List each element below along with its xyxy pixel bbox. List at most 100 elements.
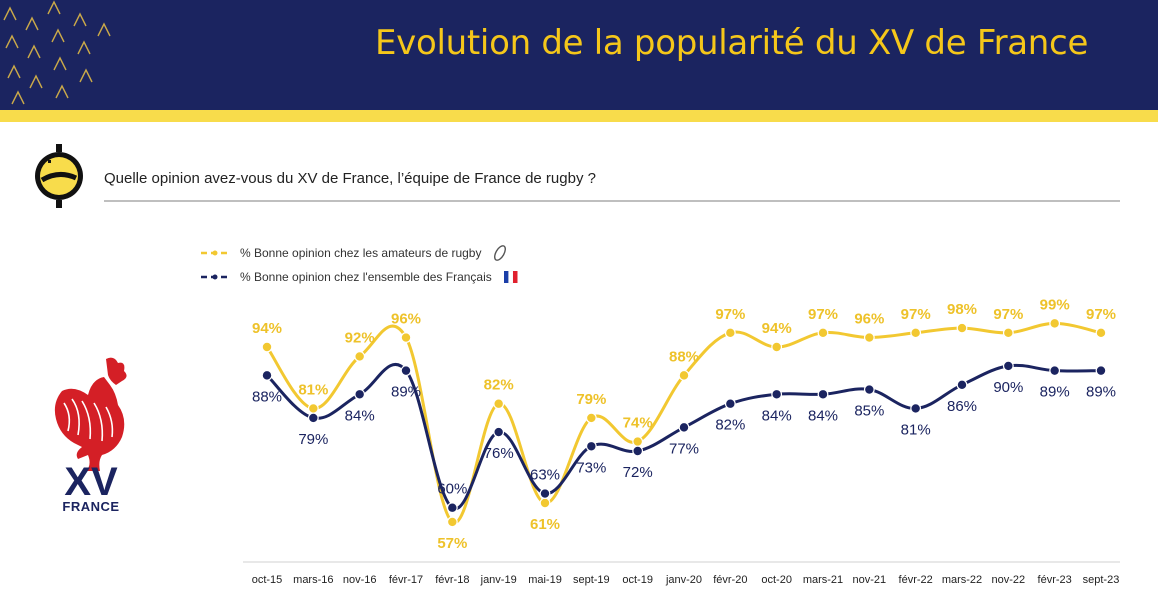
data-label-amateurs: 97% (901, 306, 931, 323)
data-label-francais: 88% (252, 388, 282, 405)
x-tick-label: sept-19 (573, 574, 610, 586)
data-point-francais (307, 412, 319, 424)
data-label-amateurs: 74% (623, 415, 653, 432)
legend-swatch-amateurs (201, 250, 229, 256)
question-divider (104, 200, 1120, 202)
data-label-amateurs: 94% (252, 320, 282, 337)
data-label-amateurs: 96% (854, 311, 884, 328)
data-label-amateurs: 61% (530, 516, 560, 533)
data-label-francais: 89% (1086, 384, 1116, 401)
data-point-francais (817, 388, 829, 400)
rooster-icon: XV FRANCE (54, 357, 127, 514)
data-point-francais (539, 488, 551, 499)
data-label-francais: 73% (576, 459, 606, 476)
data-point-amateurs (1002, 327, 1014, 339)
x-tick-label: sept-23 (1083, 574, 1120, 586)
data-point-francais (1002, 360, 1014, 372)
data-point-francais (771, 388, 783, 400)
header-accent-strip (0, 110, 1158, 122)
chart-legend: % Bonne opinion chez les amateurs de rug… (200, 243, 620, 287)
data-label-amateurs: 96% (391, 311, 421, 328)
legend-swatch-francais (201, 274, 229, 280)
data-label-amateurs: 98% (947, 301, 977, 318)
data-label-francais: 81% (901, 421, 931, 438)
x-tick-label: févr-17 (389, 574, 423, 586)
legend-label-francais: % Bonne opinion chez l'ensemble des Fran… (240, 270, 492, 284)
xv-de-france-logo: XV FRANCE (44, 355, 144, 520)
data-point-amateurs (771, 341, 783, 353)
survey-question: Quelle opinion avez-vous du XV de France… (104, 170, 596, 187)
data-point-amateurs (493, 398, 505, 410)
legend-label-amateurs: % Bonne opinion chez les amateurs de rug… (240, 246, 482, 260)
data-label-amateurs: 94% (762, 320, 792, 337)
x-tick-label: févr-20 (713, 574, 747, 586)
x-tick-label: oct-20 (761, 574, 792, 586)
data-point-amateurs (354, 351, 366, 362)
data-point-amateurs (817, 327, 829, 339)
x-tick-label: janv-19 (480, 574, 517, 586)
data-point-amateurs (539, 497, 551, 509)
x-tick-label: nov-16 (343, 574, 377, 586)
data-label-amateurs: 82% (484, 377, 514, 394)
x-tick-label: oct-15 (252, 574, 283, 586)
data-point-francais (632, 445, 644, 457)
data-point-francais (910, 403, 922, 414)
x-tick-label: févr-22 (899, 574, 933, 586)
x-tick-label: nov-22 (992, 574, 1026, 586)
data-point-amateurs (632, 436, 644, 447)
data-label-francais: 90% (993, 379, 1023, 396)
data-label-amateurs: 79% (576, 391, 606, 408)
data-point-amateurs (400, 332, 412, 343)
legend-item-francais: % Bonne opinion chez l'ensemble des Fran… (200, 267, 520, 287)
data-label-amateurs: 97% (715, 306, 745, 323)
page-title: Evolution de la popularité du XV de Fran… (375, 23, 1089, 63)
data-label-francais: 86% (947, 398, 977, 415)
data-point-francais (956, 379, 968, 391)
data-point-francais (446, 502, 458, 514)
french-flag-icon (503, 270, 518, 284)
data-label-francais: 79% (298, 431, 328, 448)
x-tick-label: oct-19 (622, 574, 653, 586)
data-point-amateurs (724, 327, 736, 339)
data-point-francais (400, 365, 412, 377)
data-point-francais (1049, 365, 1061, 377)
data-label-amateurs: 97% (1086, 306, 1116, 323)
data-point-amateurs (863, 332, 875, 343)
data-point-francais (863, 384, 875, 395)
logo-france-text: FRANCE (62, 499, 119, 514)
data-point-francais (724, 398, 736, 410)
opinion-tag-icon (35, 144, 83, 208)
data-point-amateurs (585, 412, 597, 424)
data-point-amateurs (678, 369, 690, 381)
data-point-francais (354, 388, 366, 400)
x-tick-label: nov-21 (853, 574, 887, 586)
data-label-francais: 63% (530, 467, 560, 484)
data-label-francais: 77% (669, 440, 699, 457)
x-tick-label: janv-20 (665, 574, 702, 586)
data-label-francais: 84% (808, 407, 838, 424)
data-point-francais (493, 426, 505, 438)
data-label-francais: 85% (854, 403, 884, 420)
x-tick-label: mars-21 (803, 574, 843, 586)
data-label-amateurs: 97% (993, 306, 1023, 323)
data-label-francais: 89% (391, 384, 421, 401)
data-point-amateurs (446, 516, 458, 528)
data-label-amateurs: 88% (669, 348, 699, 365)
x-tick-label: mars-22 (942, 574, 982, 586)
data-label-francais: 82% (715, 417, 745, 434)
data-point-amateurs (1095, 327, 1107, 339)
data-point-francais (585, 440, 597, 452)
data-label-francais: 84% (762, 407, 792, 424)
header-bar: Evolution de la popularité du XV de Fran… (0, 0, 1158, 110)
data-point-amateurs (956, 322, 968, 334)
data-label-amateurs: 97% (808, 306, 838, 323)
data-label-francais: 89% (1040, 384, 1070, 401)
x-tick-label: févr-23 (1038, 574, 1072, 586)
data-point-francais (261, 369, 273, 381)
data-label-amateurs: 57% (437, 535, 467, 552)
data-point-francais (1095, 365, 1107, 377)
x-tick-label: mai-19 (528, 574, 562, 586)
data-point-amateurs (261, 341, 273, 353)
data-label-francais: 72% (623, 464, 653, 481)
